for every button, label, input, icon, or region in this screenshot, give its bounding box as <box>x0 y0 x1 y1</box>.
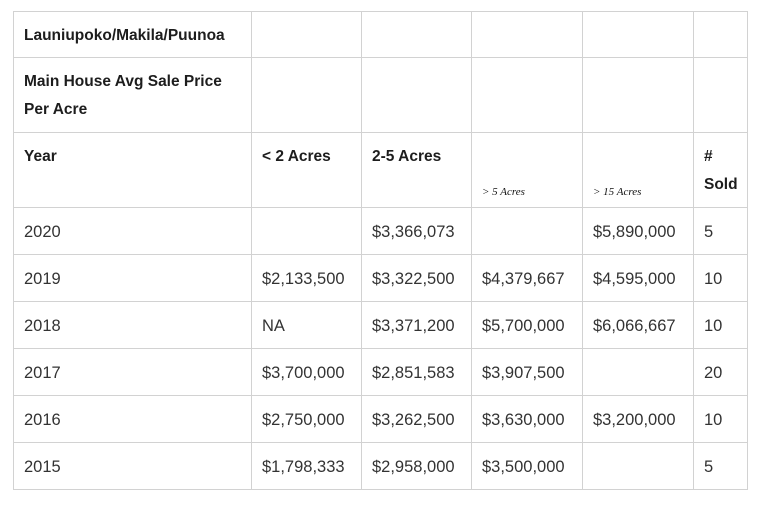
header-number-sold: # Sold <box>693 132 748 208</box>
header-2-5-acres: 2-5 Acres <box>361 132 472 208</box>
header-over-15-acres-cell: > 15 Acres <box>582 132 694 208</box>
cell-over-5-acres: $3,630,000 <box>471 395 583 443</box>
cell-over-15-acres <box>582 442 694 490</box>
table-row: 2019 $2,133,500 $3,322,500 $4,379,667 $4… <box>13 254 748 302</box>
empty-cell <box>471 57 583 133</box>
cell-2-5-acres: $2,851,583 <box>361 348 472 396</box>
cell-number-sold: 10 <box>693 254 748 302</box>
empty-cell <box>361 11 472 58</box>
price-table-container: Launiupoko/Makila/Puunoa Main House Avg … <box>13 11 748 490</box>
cell-over-5-acres: $3,500,000 <box>471 442 583 490</box>
cell-number-sold: 10 <box>693 301 748 349</box>
cell-2-5-acres: $3,366,073 <box>361 207 472 255</box>
cell-number-sold: 5 <box>693 442 748 490</box>
cell-over-15-acres: $3,200,000 <box>582 395 694 443</box>
empty-cell <box>251 57 362 133</box>
subtitle-row: Main House Avg Sale Price Per Acre <box>13 57 748 133</box>
cell-over-5-acres: $4,379,667 <box>471 254 583 302</box>
cell-under-2-acres: $3,700,000 <box>251 348 362 396</box>
cell-over-5-acres: $5,700,000 <box>471 301 583 349</box>
header-over-15-acres: > 15 Acres <box>593 186 642 198</box>
cell-year: 2019 <box>13 254 252 302</box>
empty-cell <box>582 57 694 133</box>
cell-under-2-acres <box>251 207 362 255</box>
cell-over-15-acres: $4,595,000 <box>582 254 694 302</box>
cell-under-2-acres: $2,750,000 <box>251 395 362 443</box>
header-row: Year < 2 Acres 2-5 Acres > 5 Acres > 15 … <box>13 132 748 208</box>
title-row: Launiupoko/Makila/Puunoa <box>13 11 748 58</box>
cell-year: 2015 <box>13 442 252 490</box>
empty-cell <box>693 11 748 58</box>
cell-over-5-acres: $3,907,500 <box>471 348 583 396</box>
empty-cell <box>582 11 694 58</box>
cell-over-15-acres: $6,066,667 <box>582 301 694 349</box>
cell-over-15-acres <box>582 348 694 396</box>
cell-over-5-acres <box>471 207 583 255</box>
cell-year: 2020 <box>13 207 252 255</box>
cell-number-sold: 5 <box>693 207 748 255</box>
cell-year: 2016 <box>13 395 252 443</box>
cell-2-5-acres: $3,322,500 <box>361 254 472 302</box>
table-row: 2018 NA $3,371,200 $5,700,000 $6,066,667… <box>13 301 748 349</box>
cell-2-5-acres: $3,262,500 <box>361 395 472 443</box>
cell-over-15-acres: $5,890,000 <box>582 207 694 255</box>
header-over-5-acres: > 5 Acres <box>482 186 525 198</box>
price-table: Launiupoko/Makila/Puunoa Main House Avg … <box>13 11 748 490</box>
table-row: 2015 $1,798,333 $2,958,000 $3,500,000 5 <box>13 442 748 490</box>
cell-number-sold: 10 <box>693 395 748 443</box>
table-row: 2020 $3,366,073 $5,890,000 5 <box>13 207 748 255</box>
table-row: 2017 $3,700,000 $2,851,583 $3,907,500 20 <box>13 348 748 396</box>
empty-cell <box>361 57 472 133</box>
empty-cell <box>251 11 362 58</box>
header-under-2-acres: < 2 Acres <box>251 132 362 208</box>
empty-cell <box>693 57 748 133</box>
cell-2-5-acres: $2,958,000 <box>361 442 472 490</box>
header-over-5-acres-cell: > 5 Acres <box>471 132 583 208</box>
header-year: Year <box>13 132 252 208</box>
table-subtitle: Main House Avg Sale Price Per Acre <box>13 57 252 133</box>
cell-under-2-acres: NA <box>251 301 362 349</box>
cell-under-2-acres: $1,798,333 <box>251 442 362 490</box>
cell-year: 2018 <box>13 301 252 349</box>
table-row: 2016 $2,750,000 $3,262,500 $3,630,000 $3… <box>13 395 748 443</box>
table-title: Launiupoko/Makila/Puunoa <box>13 11 252 58</box>
cell-year: 2017 <box>13 348 252 396</box>
cell-2-5-acres: $3,371,200 <box>361 301 472 349</box>
empty-cell <box>471 11 583 58</box>
cell-under-2-acres: $2,133,500 <box>251 254 362 302</box>
cell-number-sold: 20 <box>693 348 748 396</box>
